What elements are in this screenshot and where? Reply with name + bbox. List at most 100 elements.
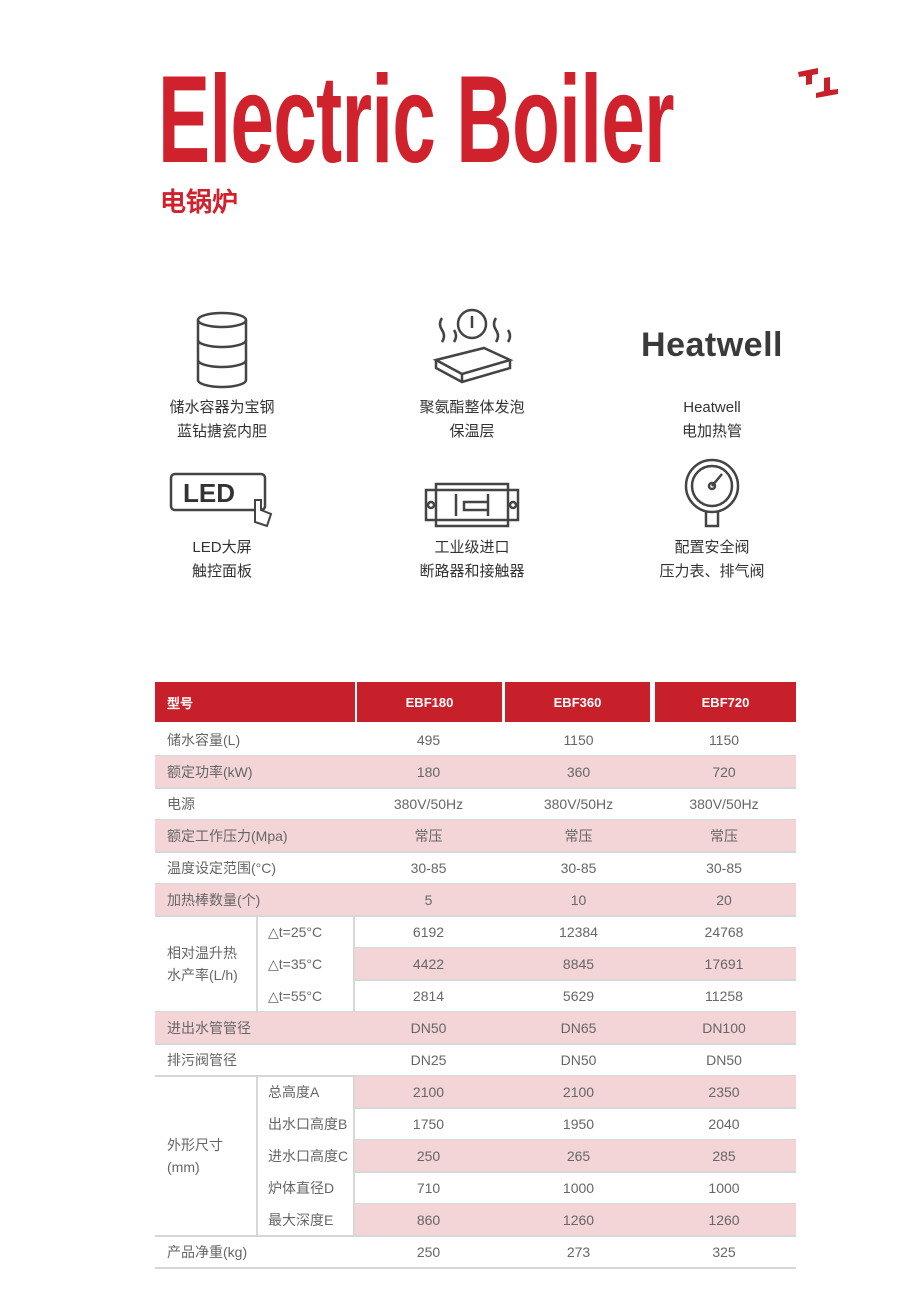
feature-text: 触控面板 xyxy=(191,563,252,580)
row-divider xyxy=(155,1235,796,1237)
row-label: 储水容量(L) xyxy=(167,732,241,748)
row-value: 495 xyxy=(416,732,441,748)
row-value: 1000 xyxy=(562,1180,595,1196)
group-label: 外形尺寸(mm) xyxy=(167,1137,223,1175)
column-divider xyxy=(256,916,258,1012)
sub-row-label: 进水口高度C xyxy=(268,1148,349,1164)
row-value: 2100 xyxy=(412,1084,445,1100)
column-divider xyxy=(256,1076,258,1236)
row-highlight xyxy=(355,1140,796,1172)
row-value: 860 xyxy=(416,1212,441,1228)
row-value: 1150 xyxy=(563,732,594,748)
row-value: DN25 xyxy=(410,1052,447,1068)
row-value: 250 xyxy=(416,1244,441,1260)
row-value: 1950 xyxy=(562,1116,595,1132)
row-value: 273 xyxy=(566,1244,591,1260)
group-label: 相对温升热水产率(L/h) xyxy=(167,945,238,983)
row-label: 电源 xyxy=(167,796,195,812)
row-label: 温度设定范围(°C) xyxy=(167,860,277,876)
row-highlight xyxy=(355,1076,796,1108)
feature-breaker: 工业级进口 断路器和接触器 xyxy=(362,440,582,584)
feature-text: 聚氨酯整体发泡 xyxy=(419,399,525,416)
row-value: 250 xyxy=(416,1148,441,1164)
model-header: EBF360 xyxy=(505,682,650,722)
row-value: 380V/50Hz xyxy=(543,796,614,812)
row-value: 1260 xyxy=(562,1212,595,1228)
row-label: 排污阀管径 xyxy=(167,1052,237,1068)
row-value: 8845 xyxy=(562,956,595,972)
row-value: 11258 xyxy=(705,988,743,1004)
row-label: 额定功率(kW) xyxy=(167,764,253,780)
row-label: 加热棒数量(个) xyxy=(167,892,261,908)
heatwell-logo: Heatwell xyxy=(641,326,783,364)
feature-text: 储水容器为宝钢 xyxy=(169,399,275,416)
feature-text: Heatwell xyxy=(683,399,741,416)
row-divider xyxy=(355,979,796,981)
row-value: 常压 xyxy=(710,828,738,844)
row-value: 380V/50Hz xyxy=(393,796,464,812)
row-value: 380V/50Hz xyxy=(689,796,759,812)
feature-text: 蓝钻搪瓷内胆 xyxy=(176,423,267,440)
row-value: DN65 xyxy=(560,1020,597,1036)
page-subtitle: 电锅炉 xyxy=(160,187,239,217)
row-divider xyxy=(355,1107,796,1109)
row-value: 5 xyxy=(424,892,433,908)
tank-icon xyxy=(196,311,248,389)
sub-row-label: △t=55°C xyxy=(268,987,323,1004)
row-value: DN50 xyxy=(560,1052,597,1068)
feature-text: 配置安全阀 xyxy=(674,539,750,556)
model-label-header: 型号 xyxy=(155,682,355,722)
led-label: LED xyxy=(183,478,235,508)
sub-row-label: 炉体直径D xyxy=(268,1180,335,1196)
row-value: 2350 xyxy=(708,1084,740,1100)
row-value: 常压 xyxy=(564,828,593,844)
sub-row-label: △t=25°C xyxy=(268,923,323,940)
row-value: 30-85 xyxy=(560,860,597,876)
model-header: EBF180 xyxy=(357,682,502,722)
feature-heatwell: Heatwell Heatwell 电加热管 xyxy=(602,300,822,444)
feature-tank: 储水容器为宝钢 蓝钻搪瓷内胆 xyxy=(112,300,332,444)
feature-led: LED LED大屏 触控面板 xyxy=(112,440,332,584)
row-highlight xyxy=(355,948,796,980)
row-value: 265 xyxy=(566,1148,591,1164)
row-label: 额定工作压力(Mpa) xyxy=(167,828,288,844)
row-highlight xyxy=(155,884,796,916)
feature-text: 保温层 xyxy=(449,423,495,440)
row-value: 1260 xyxy=(708,1212,740,1228)
row-value: 2100 xyxy=(562,1084,595,1100)
row-value: DN50 xyxy=(706,1052,742,1068)
row-value: DN100 xyxy=(702,1020,746,1036)
sub-row-label: △t=35°C xyxy=(268,955,323,972)
row-value: 10 xyxy=(570,892,587,908)
row-label: 进出水管管径 xyxy=(167,1020,251,1036)
brand-logo-icon xyxy=(798,68,838,98)
row-divider xyxy=(155,1043,796,1045)
row-value: 180 xyxy=(416,764,441,780)
row-value: 5629 xyxy=(562,988,595,1004)
row-value: 30-85 xyxy=(410,860,447,876)
row-value: 17691 xyxy=(704,956,744,972)
row-value: 6192 xyxy=(412,924,445,940)
row-value: 4422 xyxy=(412,956,445,972)
feature-gauge: 配置安全阀 压力表、排气阀 xyxy=(602,440,822,584)
row-value: 285 xyxy=(712,1148,736,1164)
row-value: 1150 xyxy=(708,732,740,748)
row-value: 325 xyxy=(712,1244,736,1260)
row-value: 1750 xyxy=(412,1116,445,1132)
row-highlight xyxy=(355,1204,796,1236)
row-value: 1000 xyxy=(708,1180,740,1196)
row-value: 710 xyxy=(416,1180,441,1196)
feature-text: 断路器和接触器 xyxy=(419,563,525,580)
feature-text: LED大屏 xyxy=(192,539,252,556)
sub-row-label: 出水口高度B xyxy=(268,1116,348,1132)
model-header: EBF720 xyxy=(655,682,796,722)
row-value: 24768 xyxy=(704,924,744,940)
feature-text: 工业级进口 xyxy=(434,539,510,556)
page-title: Electric Boiler xyxy=(158,51,675,189)
feature-text: 压力表、排气阀 xyxy=(659,563,765,580)
row-value: 12384 xyxy=(559,924,598,940)
row-divider xyxy=(155,851,796,853)
led-touch-icon: LED xyxy=(169,472,273,528)
row-value: 20 xyxy=(716,892,732,908)
row-divider xyxy=(155,787,796,789)
